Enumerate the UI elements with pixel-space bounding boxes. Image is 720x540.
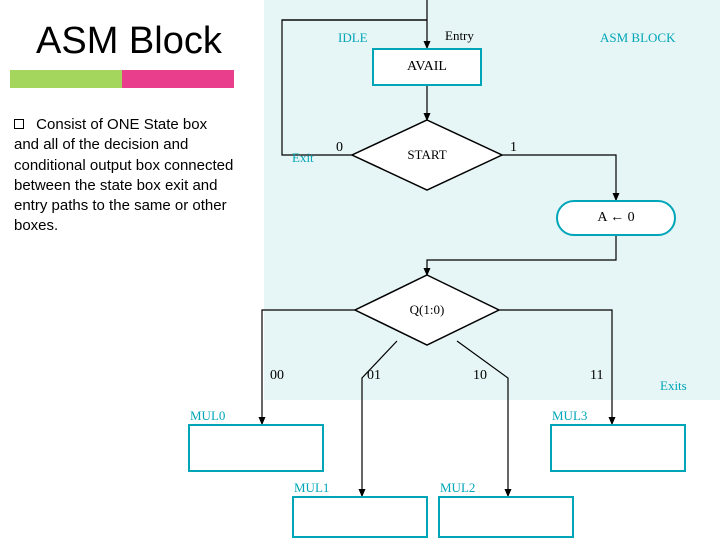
q-01-label: 01 <box>367 368 381 384</box>
mul0-box <box>188 424 324 472</box>
exits-label: Exits <box>660 378 687 394</box>
pill-text: A ← 0 <box>597 210 634 226</box>
mul3-box <box>550 424 686 472</box>
mul3-label: MUL3 <box>552 408 587 424</box>
conditional-output-box: A ← 0 <box>556 200 676 236</box>
mul2-box <box>438 496 574 538</box>
svg-text:START: START <box>407 147 446 162</box>
avail-text: AVAIL <box>407 59 447 75</box>
asm-block-label: ASM BLOCK <box>600 30 676 46</box>
q-10-label: 10 <box>473 368 487 384</box>
mul2-label: MUL2 <box>440 480 475 496</box>
start-one-label: 1 <box>510 140 517 156</box>
avail-state-box: AVAIL <box>372 48 482 86</box>
q-00-label: 00 <box>270 368 284 384</box>
svg-text:Q(1:0): Q(1:0) <box>410 302 445 317</box>
start-zero-label: 0 <box>336 140 343 156</box>
idle-label: IDLE <box>338 30 368 46</box>
q-11-label: 11 <box>590 368 603 384</box>
exit-label: Exit <box>292 150 314 166</box>
mul0-label: MUL0 <box>190 408 225 424</box>
mul1-label: MUL1 <box>294 480 329 496</box>
entry-label: Entry <box>445 28 474 44</box>
mul1-box <box>292 496 428 538</box>
